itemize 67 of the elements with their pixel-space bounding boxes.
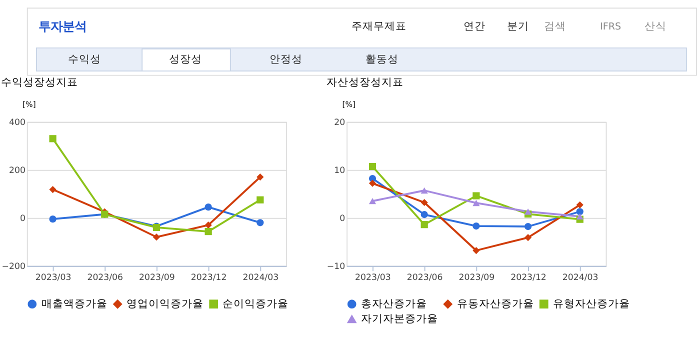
point: [576, 201, 584, 208]
x-tick-label: 2023/06: [406, 272, 443, 283]
text: 활동성: [366, 53, 399, 66]
y-axis-title: [%]: [22, 100, 36, 109]
text: 주재무제표: [351, 20, 406, 33]
chart-title: 자산성장성지표: [326, 76, 404, 88]
x-tick-label: 2023/12: [190, 272, 227, 283]
x-tick-label: 2024/03: [562, 272, 598, 283]
point: [49, 135, 56, 142]
y-tick-label: 20: [334, 118, 346, 128]
y-axis-title: [%]: [342, 100, 356, 109]
x-tick-label: 2023/06: [87, 272, 124, 283]
y-tick-label: 400: [8, 118, 26, 128]
x-tick-label: 2023/12: [510, 272, 546, 283]
x-tick-label: 2023/09: [458, 272, 495, 283]
legend-label: 매출액증가율: [41, 298, 108, 310]
point: [472, 246, 480, 254]
point: [420, 210, 428, 218]
point: [420, 187, 428, 194]
point: [472, 192, 480, 200]
y-tick-label: −200: [2, 262, 26, 272]
point: [524, 208, 532, 215]
legend-label: 자기자본증가율: [360, 313, 438, 326]
point: [256, 196, 264, 204]
text: 연간: [464, 20, 486, 33]
x-tick-label: 2023/03: [35, 272, 72, 283]
y-tick-label: 0: [20, 214, 26, 224]
text: 안정성: [270, 53, 303, 66]
legend-label: 유동자산증가율: [456, 298, 534, 310]
text: 산식: [644, 20, 667, 33]
point: [576, 213, 584, 220]
x-tick-label: 2023/09: [139, 272, 175, 283]
y-tick-label: 0: [340, 214, 346, 224]
point: [524, 222, 532, 230]
text: 검색: [544, 20, 566, 33]
point: [472, 222, 480, 230]
x-tick-label: 2023/03: [355, 272, 391, 283]
chart-title: 수익성장성지표: [1, 76, 78, 88]
point: [420, 198, 428, 206]
point: [49, 216, 56, 223]
legend-label: 총자산증가율: [360, 298, 427, 310]
legend-label: 영업이익증가율: [126, 298, 204, 310]
point: [368, 180, 376, 187]
text: 분기: [506, 20, 529, 33]
point: [524, 234, 532, 242]
point: [420, 221, 428, 228]
point: [576, 208, 584, 216]
text: 수익성: [68, 53, 101, 66]
y-tick-label: −10: [326, 262, 346, 272]
text: 투자분석: [38, 18, 86, 34]
point: [368, 198, 376, 204]
point: [256, 219, 264, 226]
point: [368, 162, 376, 170]
legend-label: 유형자산증가율: [552, 298, 630, 310]
point: [256, 174, 264, 181]
point: [152, 234, 160, 241]
point: [204, 228, 212, 236]
text: 성장성: [168, 53, 202, 66]
y-tick-label: 200: [8, 166, 26, 176]
legend-label: 순이익증가율: [222, 298, 289, 310]
point: [204, 204, 212, 211]
x-tick-label: 2024/03: [242, 272, 279, 283]
point: [472, 200, 480, 206]
text: IFRS: [600, 22, 622, 33]
y-tick-label: 10: [334, 166, 346, 176]
point: [49, 186, 56, 194]
point: [204, 222, 212, 229]
